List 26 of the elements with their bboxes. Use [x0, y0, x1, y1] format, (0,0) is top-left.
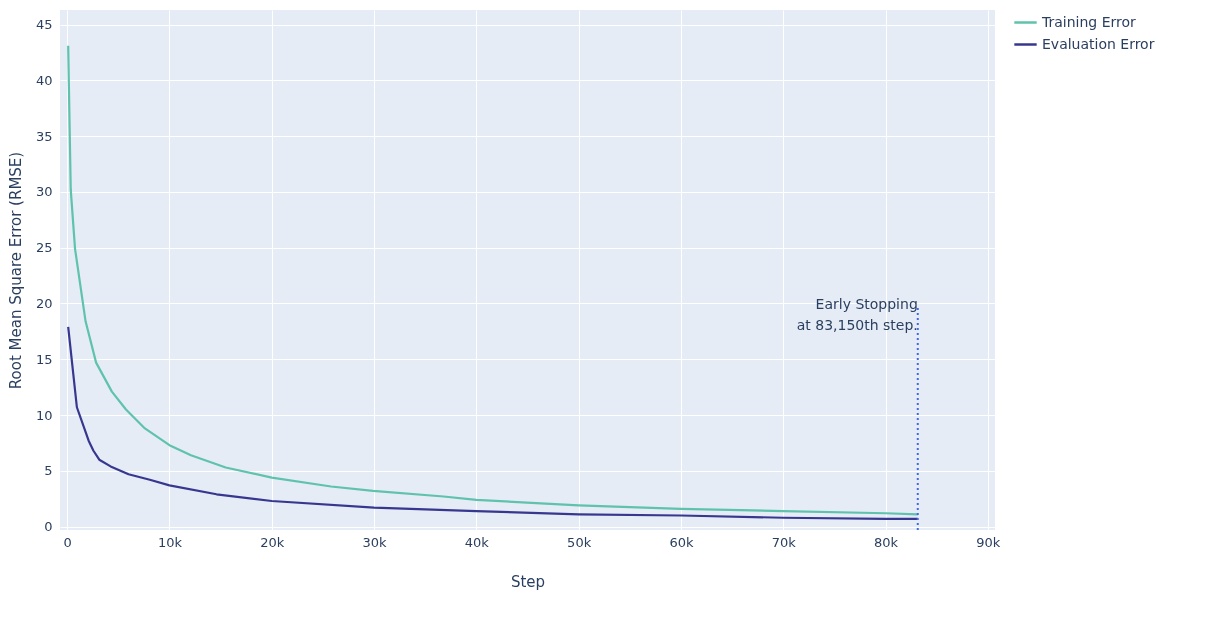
x-tick-label: 90k	[976, 534, 1001, 550]
y-tick-label: 15	[35, 351, 53, 367]
x-tick-label: 30k	[362, 534, 388, 550]
x-tick-label: 20k	[260, 534, 285, 550]
x-axis-title: Step	[510, 572, 546, 591]
legend-label: Evaluation Error	[1042, 35, 1155, 52]
y-tick-label: 45	[35, 17, 53, 33]
x-tick-label: 0	[63, 534, 72, 550]
y-tick-label: 5	[44, 463, 53, 479]
x-tick-label: 40k	[464, 534, 490, 550]
x-tick-label: 80k	[874, 534, 899, 550]
x-tick-label: 70k	[771, 534, 797, 550]
y-tick-label: 40	[35, 72, 53, 88]
y-tick-label: 20	[35, 295, 53, 311]
y-tick-label: 30	[35, 184, 53, 200]
x-tick-label: 50k	[567, 534, 592, 550]
legend-label: Training Error	[1041, 13, 1137, 30]
x-tick-label: 10k	[157, 534, 183, 550]
ref-line-label: Early Stopping at 83,150th step.	[796, 296, 918, 334]
y-axis-title: Root Mean Square Error (RMSE)	[6, 151, 25, 390]
y-tick-label: 0	[44, 519, 53, 535]
x-tick-label: 60k	[669, 534, 694, 550]
y-tick-label: 25	[35, 240, 53, 256]
y-tick-label: 35	[35, 128, 53, 144]
y-tick-label: 10	[35, 407, 53, 423]
line-series	[67, 44, 919, 516]
